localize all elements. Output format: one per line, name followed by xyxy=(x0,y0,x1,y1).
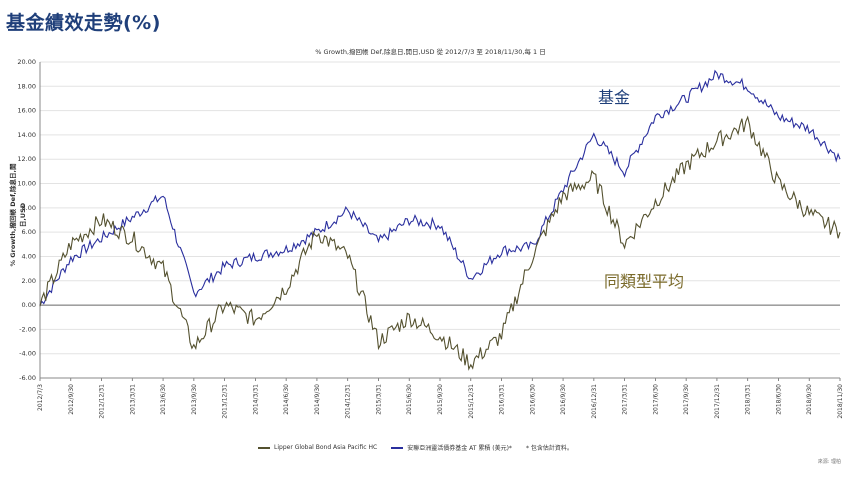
x-tick-label: 2016/9/30 xyxy=(560,384,567,415)
x-tick-label: 2013/3/31 xyxy=(129,384,136,415)
x-tick-label: 2013/9/30 xyxy=(191,384,198,415)
x-tick-label: 2017/9/30 xyxy=(683,384,690,415)
y-tick-label: 0.00 xyxy=(22,301,36,309)
x-tick-label: 2016/6/30 xyxy=(529,384,536,415)
legend-item-peer: Lipper Global Bond Asia Pacific HC xyxy=(258,444,377,451)
x-tick-label: 2014/12/31 xyxy=(345,384,352,419)
page-title: 基金績效走勢(%) xyxy=(6,12,161,34)
y-tick-label: 14.00 xyxy=(17,131,36,139)
x-tick-label: 2013/12/31 xyxy=(222,384,229,419)
y-tick-label: 16.00 xyxy=(17,107,36,115)
series-line-fund xyxy=(39,69,841,306)
legend-swatch-fund xyxy=(391,446,404,449)
legend: Lipper Global Bond Asia Pacific HC 安聯亞洲靈… xyxy=(258,443,573,452)
x-tick-label: 2018/11/30 xyxy=(837,384,844,419)
x-tick-label: 2014/9/30 xyxy=(314,384,321,415)
chart-title: % Growth,撥回帳 Def,除息日,開日,USD 從 2012/7/3 至… xyxy=(315,48,546,56)
x-tick-label: 2017/3/31 xyxy=(622,384,629,415)
x-tick-label: 2017/12/31 xyxy=(714,384,721,419)
x-tick-label: 2015/3/31 xyxy=(375,384,382,415)
x-tick-label: 2015/9/30 xyxy=(437,384,444,415)
y-tick-label: 18.00 xyxy=(17,82,36,90)
series-annotation-peer-average: 同類型平均 xyxy=(604,272,685,291)
series-line-peer xyxy=(39,115,841,371)
y-tick-label: 4.00 xyxy=(22,252,36,260)
legend-label-peer: Lipper Global Bond Asia Pacific HC xyxy=(274,444,378,451)
x-tick-label: 2014/3/31 xyxy=(252,384,259,415)
x-tick-label: 2016/3/31 xyxy=(499,384,506,415)
x-tick-label: 2017/6/30 xyxy=(652,384,659,415)
x-tick-label: 2012/7/3 xyxy=(37,384,44,411)
y-tick-label: 20.00 xyxy=(17,58,36,66)
x-tick-label: 2018/3/31 xyxy=(745,384,752,415)
y-tick-label: 10.00 xyxy=(17,180,36,188)
x-tick-label: 2015/12/31 xyxy=(468,384,475,419)
x-tick-label: 2012/9/30 xyxy=(68,384,75,415)
source-note: 來源: 理柏 xyxy=(817,459,841,465)
y-tick-label: -4.00 xyxy=(19,350,36,358)
x-tick-label: 2014/6/30 xyxy=(283,384,290,415)
y-tick-label: -2.00 xyxy=(19,325,36,333)
legend-label-fund: 安聯亞洲靈活債券基金 AT 累積 (美元)* xyxy=(407,445,512,452)
y-tick-label: 12.00 xyxy=(17,155,36,163)
legend-swatch-peer xyxy=(258,446,270,449)
legend-item-fund: 安聯亞洲靈活債券基金 AT 累積 (美元)* xyxy=(391,443,512,452)
x-tick-label: 2012/12/31 xyxy=(99,384,106,419)
x-tick-label: 2013/6/30 xyxy=(160,384,167,415)
legend-footnote: * 包含估計資料。 xyxy=(525,445,573,452)
x-tick-label: 2018/9/30 xyxy=(806,384,813,415)
y-tick-label: 2.00 xyxy=(22,277,36,285)
y-tick-label: 8.00 xyxy=(22,204,36,212)
x-tick-label: 2018/6/30 xyxy=(775,384,782,415)
x-tick-label: 2015/6/30 xyxy=(406,384,413,415)
x-tick-label: 2016/12/31 xyxy=(591,384,598,419)
y-tick-label: -6.00 xyxy=(19,374,36,382)
y-tick-label: 6.00 xyxy=(22,228,36,236)
series-annotation-fund: 基金 xyxy=(598,88,631,107)
